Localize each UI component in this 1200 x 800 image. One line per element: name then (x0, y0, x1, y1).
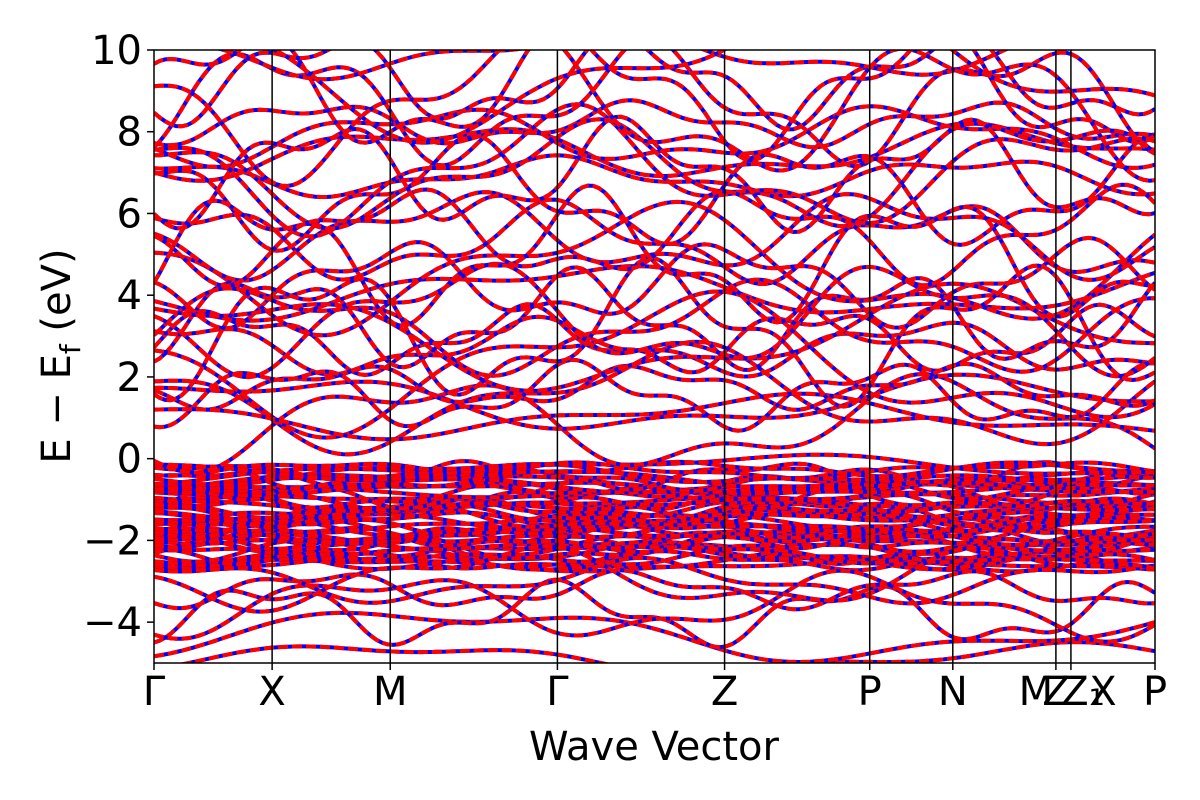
band-line-red (154, 102, 1155, 239)
band-lines (154, 50, 1155, 663)
band-line-red (154, 197, 1155, 287)
x-tick-label: Γ (546, 669, 569, 715)
x-tick-label: Γ (143, 669, 166, 715)
band-line-blue (154, 102, 1155, 239)
x-tick-label: P (858, 669, 882, 715)
y-tick-label: 10 (91, 28, 142, 74)
y-tick-label: 2 (117, 355, 142, 401)
band-line-red (154, 459, 1155, 492)
band-line-red (178, 640, 1155, 663)
y-tick-label: −2 (83, 518, 142, 564)
band-line-red (154, 480, 1155, 498)
band-line-red (154, 577, 1155, 650)
band-line-red (154, 314, 1155, 379)
band-line-blue (154, 568, 1155, 644)
band-line-red (154, 510, 1155, 534)
band-line-red (154, 50, 1155, 132)
band-line-red (154, 339, 1155, 457)
band-line-red (154, 153, 1155, 199)
band-line-red (154, 610, 1155, 663)
band-line-red (154, 391, 1155, 442)
x-tick-label: Z₁ (1061, 669, 1104, 715)
band-line-red (154, 361, 1155, 412)
band-line-red (154, 261, 1155, 380)
band-line-red (154, 545, 1155, 572)
y-axis-title-unit: (eV) (34, 248, 80, 344)
x-tick-label: Z (1042, 669, 1069, 715)
band-line-red (154, 182, 1155, 288)
band-line-red (270, 50, 1155, 145)
plot-frame (153, 49, 1156, 664)
y-tick-label: 8 (117, 110, 142, 156)
x-axis-title: Wave Vector (529, 724, 780, 770)
y-tick-label: −4 (83, 600, 142, 646)
band-line-red (154, 50, 1155, 169)
band-line-red (154, 183, 1155, 328)
band-line-red (154, 98, 1155, 150)
y-tick-label: 0 (117, 437, 142, 483)
band-line-red (154, 494, 1155, 514)
x-tick-label: P (1143, 669, 1167, 715)
band-line-red (154, 289, 1155, 440)
band-line-blue (178, 640, 1155, 663)
y-tick-label: 6 (117, 191, 142, 237)
high-symmetry-lines (271, 50, 1072, 663)
band-line-red (154, 264, 1155, 323)
band-line-red (154, 281, 1155, 393)
band-line-red (154, 255, 1155, 409)
band-line-red (154, 357, 1155, 433)
band-line-red (154, 483, 1155, 512)
band-line-red (154, 277, 1155, 378)
x-tick-label: N (938, 669, 968, 715)
band-line-red (154, 568, 1155, 612)
x-tick-label: M (1019, 669, 1054, 715)
y-axis-title: E − Ef (eV) (34, 248, 87, 463)
band-line-red (154, 117, 1155, 231)
band-line-red (154, 265, 1155, 373)
band-line-blue (154, 577, 1155, 650)
y-tick-label: 4 (117, 273, 142, 319)
band-line-red (154, 371, 1155, 475)
y-axis-ticks: −4 −2 0 2 4 6 8 10 (83, 28, 154, 646)
band-line-red (215, 50, 1010, 82)
band-line-red (154, 481, 1155, 500)
band-line-red (154, 460, 1155, 487)
x-tick-label: Z (711, 669, 738, 715)
x-tick-label: X (1089, 669, 1116, 715)
band-line-red (154, 514, 1155, 547)
y-axis-title-subscript: f (54, 343, 87, 354)
band-line-blue (154, 452, 1155, 482)
band-line-red (154, 544, 1155, 614)
band-line-red (154, 199, 1155, 338)
band-line-red (154, 372, 1155, 431)
x-tick-label: X (258, 669, 285, 715)
y-axis-title-main: E − E (34, 354, 80, 464)
x-tick-label: M (373, 669, 408, 715)
